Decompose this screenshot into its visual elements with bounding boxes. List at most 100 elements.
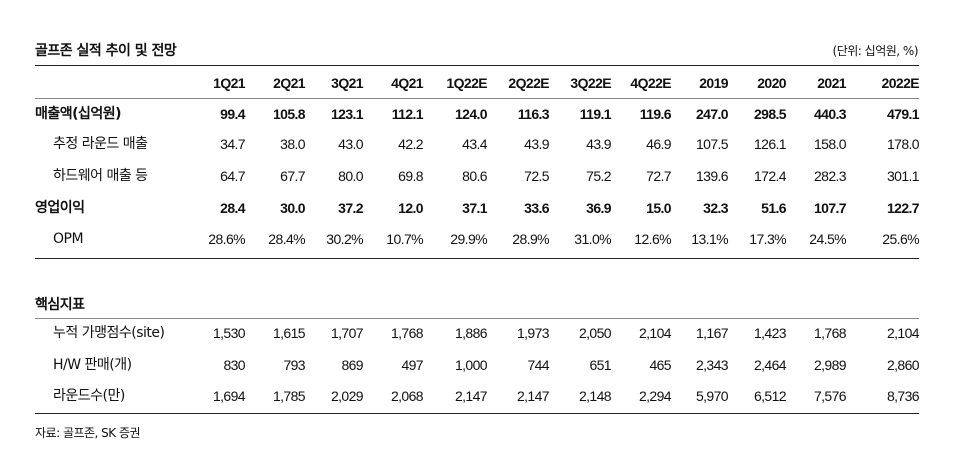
table-cell: 119.6	[639, 106, 672, 122]
column-header: 3Q21	[331, 75, 363, 91]
table-cell: 2,068	[390, 388, 424, 404]
column-header: 1Q22E	[446, 75, 487, 91]
table-cell: 6,512	[753, 388, 787, 404]
table-cell: 2,148	[578, 388, 612, 404]
table-cell: 139.6	[695, 168, 729, 184]
table-cell: 43.9	[586, 136, 611, 152]
table-cell: 64.7	[220, 168, 245, 184]
table-row: 추정 라운드 매출 34.7 38.0 43.0 42.2 43.4 43.9 43.9 46.…	[35, 131, 920, 157]
table-cell: 107.7	[813, 200, 847, 216]
row-label: 영업이익	[35, 200, 85, 216]
table-row: 영업이익 28.4 30.0 37.2 12.0 37.1 33.6 36.9 15.0 32.3…	[35, 195, 920, 221]
table-cell: 2,989	[813, 357, 847, 373]
table-cell: 830	[223, 357, 245, 373]
table-cell: 105.8	[272, 106, 306, 122]
table-cell: 869	[341, 357, 363, 373]
table-cell: 107.5	[695, 136, 729, 152]
table-cell: 36.9	[586, 200, 611, 216]
table-cell: 33.6	[524, 200, 549, 216]
table-cell: 1,768	[390, 325, 424, 341]
table-cell: 172.4	[753, 168, 787, 184]
table-cell: 116.3	[517, 106, 550, 122]
table-cell: 2,860	[886, 357, 920, 373]
table-cell: 43.0	[338, 136, 363, 152]
table-cell: 1,000	[454, 357, 488, 373]
table-cell: 25.6%	[882, 231, 919, 247]
table-cell: 28.4%	[268, 231, 305, 247]
table-row: 매출액(십억원) 99.4 105.8 123.1 112.1 124.0 116.3 119…	[35, 101, 920, 127]
table-cell: 112.1	[391, 106, 424, 122]
table-cell: 30.2%	[326, 231, 363, 247]
column-header: 2022E	[881, 75, 920, 91]
row-label: 추정 라운드 매출	[53, 136, 148, 152]
table-cell: 29.9%	[450, 231, 487, 247]
table-cell: 1,530	[212, 325, 246, 341]
table-cell: 28.4	[220, 200, 245, 216]
table-cell: 465	[649, 357, 671, 373]
table-cell: 10.7%	[386, 231, 423, 247]
table-cell: 72.5	[524, 168, 549, 184]
table-cell: 440.3	[813, 106, 847, 122]
table-row: 라운드수(만) 1,694 1,785 2,029 2,068 2,147 2,147 2,1…	[35, 383, 920, 409]
table-cell: 2,464	[753, 357, 787, 373]
table-title: 골프존 실적 추이 및 전망	[35, 43, 177, 59]
table-cell: 1,615	[272, 325, 306, 341]
table-cell: 651	[589, 357, 611, 373]
table-cell: 5,970	[695, 388, 729, 404]
table-cell: 72.7	[646, 168, 671, 184]
top-rule	[35, 65, 919, 66]
table-cell: 119.1	[579, 106, 612, 122]
section1-bottom-rule	[35, 258, 919, 259]
table-cell: 2,343	[695, 357, 729, 373]
table-cell: 37.1	[462, 200, 487, 216]
table-cell: 1,694	[212, 388, 246, 404]
table-cell: 1,167	[695, 325, 729, 341]
table-cell: 32.3	[703, 200, 728, 216]
table-cell: 28.9%	[512, 231, 549, 247]
table-cell: 2,294	[638, 388, 672, 404]
table-cell: 15.0	[646, 200, 671, 216]
table-cell: 43.9	[524, 136, 549, 152]
table-cell: 34.7	[220, 136, 245, 152]
table-row: H/W 판매(개) 830 793 869 497 1,000 744 651 465 2,343…	[35, 352, 920, 378]
header-rule	[35, 98, 919, 99]
table-cell: 479.1	[886, 106, 920, 122]
table-cell: 7,576	[813, 388, 847, 404]
table-cell: 124.0	[454, 106, 488, 122]
table-cell: 8,736	[886, 388, 920, 404]
table-cell: 75.2	[586, 168, 611, 184]
table-cell: 1,707	[330, 325, 364, 341]
table-cell: 99.4	[220, 106, 245, 122]
table-cell: 497	[401, 357, 423, 373]
table-cell: 2,147	[454, 388, 488, 404]
column-header: 2Q22E	[508, 75, 549, 91]
bottom-rule	[35, 413, 919, 414]
source-note: 자료: 골프존, SK 증권	[35, 426, 141, 440]
table-cell: 2,104	[886, 325, 920, 341]
table-cell: 30.0	[280, 200, 305, 216]
table-cell: 13.1%	[691, 231, 728, 247]
section2-rule	[35, 318, 919, 319]
table-cell: 793	[283, 357, 305, 373]
table-cell: 1,768	[813, 325, 847, 341]
table-cell: 46.9	[646, 136, 671, 152]
table-cell: 80.6	[462, 168, 487, 184]
row-label: OPM	[53, 231, 84, 247]
table-cell: 158.0	[813, 136, 847, 152]
row-label: 하드웨어 매출 등	[53, 168, 148, 184]
table-cell: 43.4	[462, 136, 487, 152]
row-label: 매출액(십억원)	[35, 106, 122, 122]
table-cell: 126.1	[753, 136, 787, 152]
row-label: 누적 가맹점수(site)	[53, 325, 165, 341]
table-cell: 12.6%	[634, 231, 671, 247]
row-label: 라운드수(만)	[53, 388, 125, 404]
table-cell: 42.2	[398, 136, 423, 152]
table-cell: 51.6	[761, 200, 786, 216]
table-row: OPM 28.6% 28.4% 30.2% 10.7% 29.9% 28.9% 31.0% 12…	[35, 226, 920, 252]
column-header: 4Q22E	[630, 75, 671, 91]
column-header: 3Q22E	[570, 75, 611, 91]
table-cell: 67.7	[280, 168, 305, 184]
column-header: 2020	[757, 75, 786, 91]
table-cell: 2,029	[330, 388, 364, 404]
table-cell: 1,785	[272, 388, 306, 404]
